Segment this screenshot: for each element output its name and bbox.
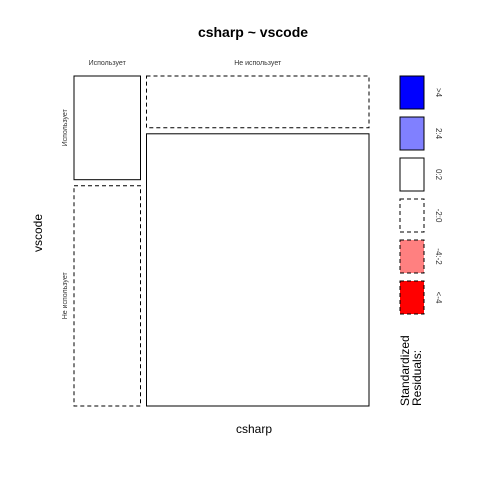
mosaic-cell	[146, 133, 370, 407]
y-axis-label: vscode	[31, 214, 45, 252]
legend-title-line-1: Standardized	[398, 335, 412, 406]
x-level-label: Использует	[89, 60, 127, 67]
y-level-label: Использует	[62, 108, 69, 146]
legend-label: -2:0	[434, 209, 443, 223]
legend-label: -4:-2	[434, 248, 443, 265]
x-level-label: Не использует	[234, 60, 282, 67]
legend-label: 0:2	[434, 169, 443, 181]
legend-swatch	[399, 157, 425, 192]
legend-title-line-2: Residuals:	[410, 350, 424, 406]
mosaic-cell	[73, 75, 141, 181]
legend-swatch	[399, 116, 425, 151]
mosaic-cell	[146, 75, 370, 129]
legend-label: >4	[434, 88, 443, 98]
mosaic-cell	[73, 185, 141, 407]
mosaic-cells	[73, 75, 370, 407]
y-level-labels: Использует Не использует	[62, 108, 69, 319]
residuals-legend: >4 2:4 0:2 -2:0 -4:-2 <-4	[399, 75, 443, 315]
legend-label: 2:4	[434, 128, 443, 140]
x-axis-label: csharp	[236, 422, 272, 436]
legend-swatch	[399, 75, 425, 110]
x-level-labels: Использует Не использует	[89, 60, 282, 67]
legend-swatch	[399, 198, 425, 233]
chart-title: csharp ~ vscode	[198, 24, 308, 40]
legend-label: <-4	[434, 292, 443, 304]
legend-swatch	[399, 280, 425, 315]
y-level-label: Не использует	[62, 272, 69, 320]
legend-swatch	[399, 239, 425, 274]
